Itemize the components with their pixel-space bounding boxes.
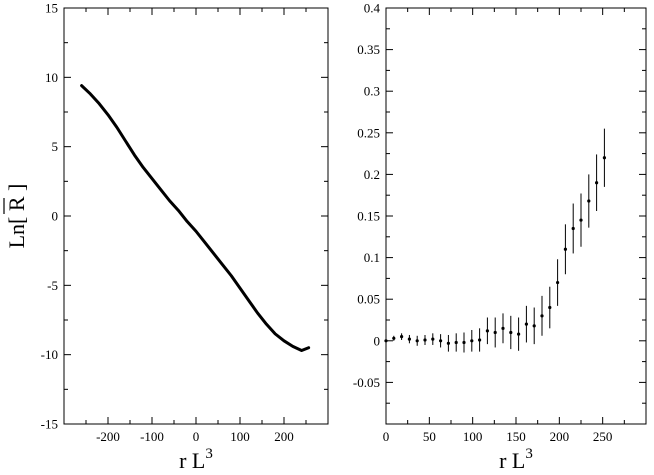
right-y-tick-label: 0.4 <box>364 1 381 16</box>
data-point <box>454 340 458 345</box>
right-x-axis-label: r L3 <box>499 446 533 473</box>
right-y-tick-label: 0.05 <box>357 292 380 307</box>
data-point <box>563 247 568 251</box>
right-y-tick-label: 0 <box>374 333 381 348</box>
data-point <box>415 339 419 343</box>
left-plot-panel: -200 -100 0 100 200 -15 -10 -5 0 5 10 15 r L3 Ln[ R… <box>3 1 329 473</box>
left-y-tick-label: 0 <box>52 209 59 224</box>
left-y-tick-label: 10 <box>45 70 58 85</box>
left-x-tick-label: 0 <box>193 429 200 444</box>
data-point <box>517 332 521 336</box>
right-y-tick-label: 0.25 <box>357 125 380 140</box>
data-point <box>493 330 497 335</box>
left-y-tick-label: -5 <box>47 278 58 293</box>
left-y-tick-label: -15 <box>41 417 58 432</box>
left-tick-labels: -200 -100 0 100 200 -15 -10 -5 0 5 10 15 <box>41 1 294 445</box>
left-ticks <box>63 7 329 425</box>
left-plot-frame <box>63 7 329 425</box>
series-line <box>80 84 311 353</box>
data-point <box>462 340 466 345</box>
left-y-tick-label: 5 <box>52 139 59 154</box>
right-x-tick-label: 50 <box>423 429 436 444</box>
left-x-tick-label: -200 <box>96 429 120 444</box>
data-point <box>556 280 560 285</box>
data-point <box>392 336 396 340</box>
right-y-tick-label: 0.2 <box>364 167 380 182</box>
left-y-tick-label: 15 <box>45 1 58 16</box>
right-plot-panel: 0 50 100 150 200 250 -0.05 0 0.05 0.1 0.15 0.2 0.25 0… <box>353 1 647 473</box>
right-x-tick-label: 250 <box>593 429 613 444</box>
data-point <box>587 199 591 203</box>
left-x-tick-label: 200 <box>274 429 294 444</box>
data-point <box>470 339 474 343</box>
right-y-tick-label: 0.35 <box>357 42 380 57</box>
right-tick-labels: 0 50 100 150 200 250 -0.05 0 0.05 0.1 0.15 0.2 0.25 0… <box>353 1 613 445</box>
data-point <box>439 339 443 343</box>
data-point <box>384 339 388 343</box>
data-point <box>423 338 427 342</box>
data-point <box>571 226 575 231</box>
data-point <box>524 322 529 326</box>
left-series <box>80 84 311 353</box>
data-point <box>548 305 552 310</box>
right-y-tick-label: 0.15 <box>357 209 380 224</box>
right-y-tick-label: 0.1 <box>364 250 380 265</box>
right-y-tick-label: -0.05 <box>353 375 380 390</box>
left-y-tick-label: -10 <box>41 347 58 362</box>
left-y-axis-label: Ln[ R ] <box>3 184 29 249</box>
right-x-tick-label: 200 <box>550 429 570 444</box>
left-x-tick-label: 100 <box>230 429 250 444</box>
data-point <box>602 156 607 160</box>
right-series <box>384 128 607 353</box>
right-plot-frame <box>385 7 647 425</box>
data-point <box>595 181 599 185</box>
data-point <box>431 337 435 341</box>
data-point <box>509 330 513 335</box>
data-point <box>579 218 583 222</box>
data-point <box>501 326 505 330</box>
data-point <box>400 335 404 339</box>
data-point <box>407 337 411 341</box>
data-point <box>446 341 450 345</box>
right-x-tick-label: 0 <box>383 429 390 444</box>
right-x-tick-label: 100 <box>463 429 483 444</box>
data-point <box>478 338 482 342</box>
right-y-tick-label: 0.3 <box>364 84 380 99</box>
left-x-tick-label: -100 <box>140 429 164 444</box>
data-point <box>532 324 536 328</box>
data-point <box>485 329 489 333</box>
data-point <box>540 314 544 318</box>
right-ticks <box>385 7 647 425</box>
r-bar-symbol: R <box>4 196 29 211</box>
right-x-tick-label: 150 <box>506 429 526 444</box>
svg-text:Ln[ R ]: Ln[ R ] <box>4 184 29 249</box>
left-x-axis-label: r L3 <box>179 446 213 473</box>
